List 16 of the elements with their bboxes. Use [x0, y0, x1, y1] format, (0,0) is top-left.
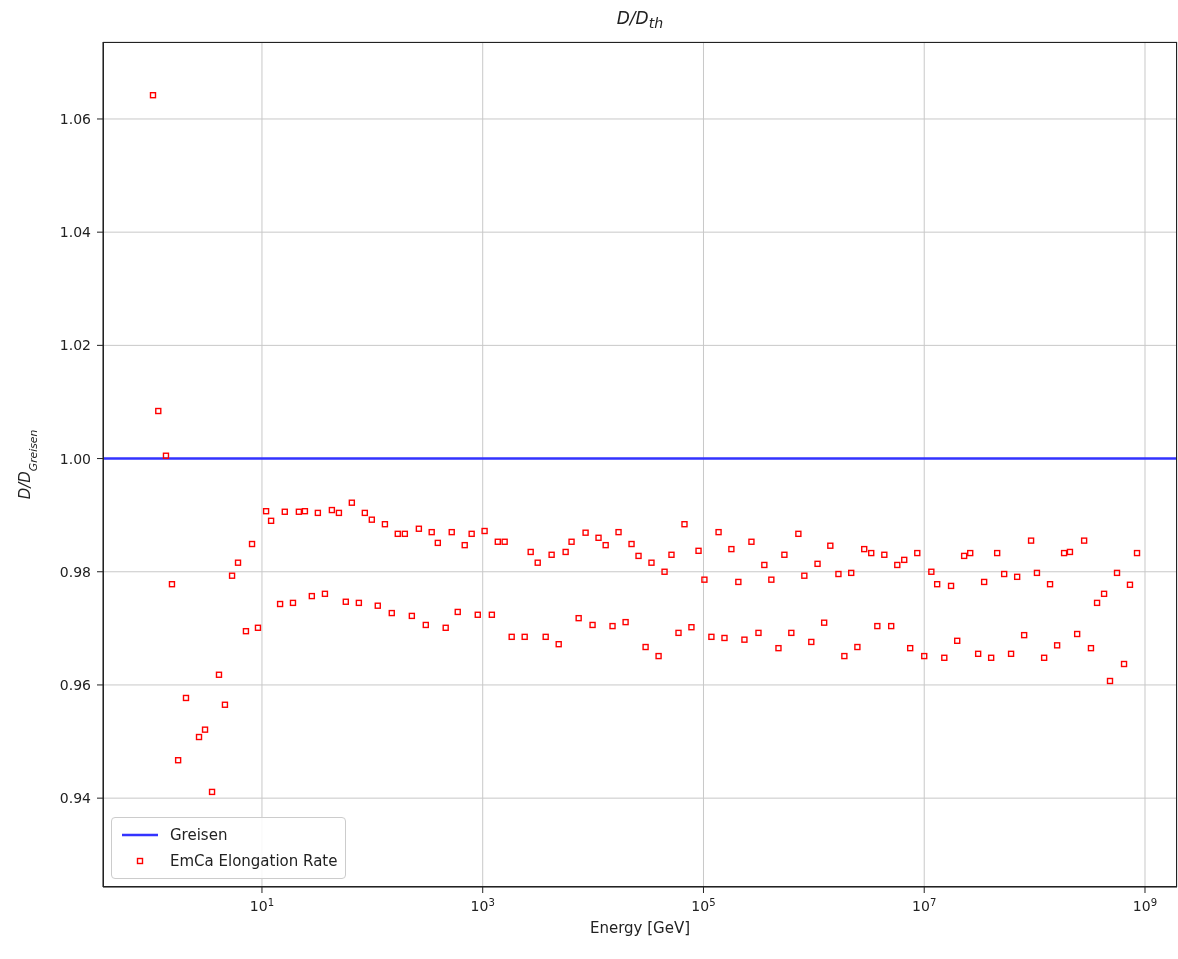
- x-axis-title: Energy [GeV]: [589, 919, 691, 937]
- legend-label: Greisen: [170, 826, 228, 844]
- y-tick-label: 1.00: [59, 450, 91, 467]
- y-tick-label: 0.98: [59, 563, 91, 580]
- y-tick-label: 1.04: [59, 224, 92, 241]
- x-tick-label: 10$^{1}$: [249, 896, 275, 914]
- chart-title: D/D$_{th}$: [616, 8, 664, 32]
- y-tick-label: 1.06: [59, 110, 92, 127]
- x-tick-label: 10$^{7}$: [912, 896, 937, 914]
- y-tick-label: 1.02: [59, 337, 91, 354]
- legend-label: EmCa Elongation Rate: [170, 852, 338, 870]
- x-tick-label: 10$^{3}$: [470, 896, 495, 914]
- y-tick-label: 0.96: [59, 676, 92, 693]
- x-tick-label: 10$^{9}$: [1132, 896, 1158, 914]
- x-tick-label: 10$^{5}$: [691, 896, 716, 914]
- y-tick-label: 0.94: [59, 790, 92, 807]
